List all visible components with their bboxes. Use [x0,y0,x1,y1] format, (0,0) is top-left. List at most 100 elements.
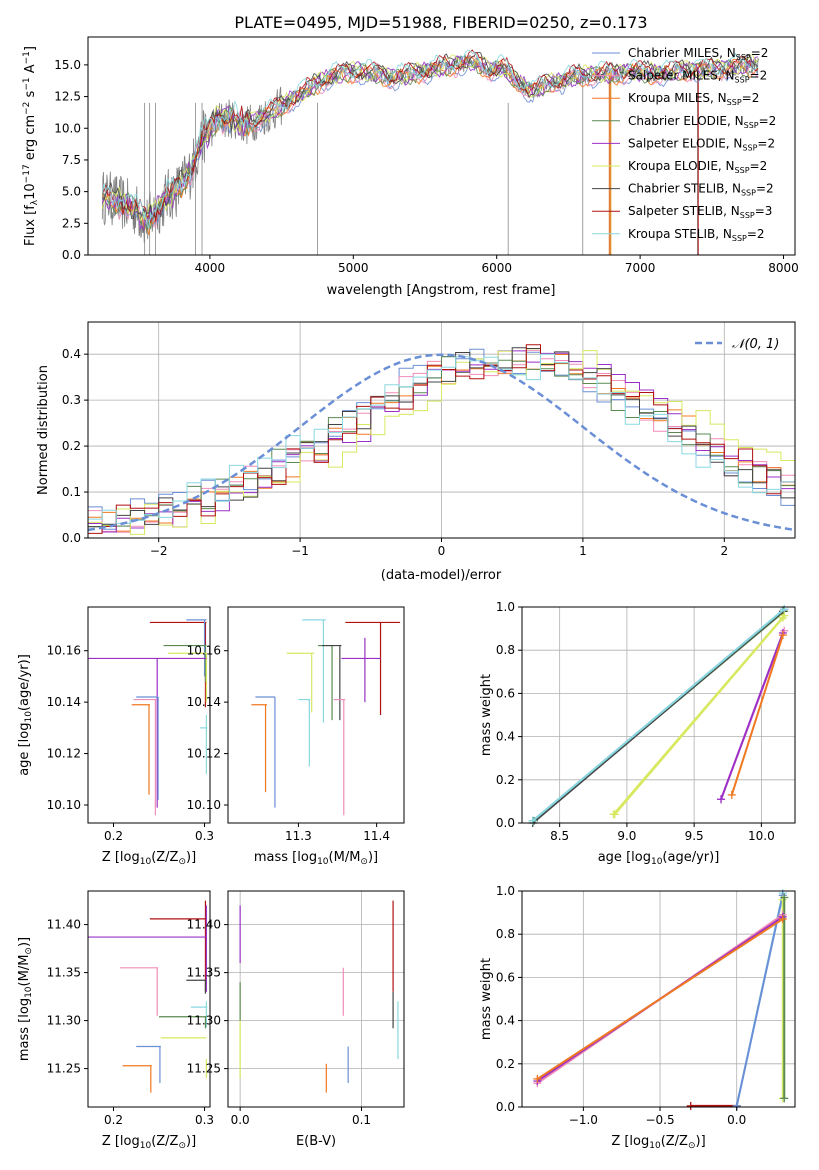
x-tick-label: −2 [150,544,168,558]
weight-line [532,608,785,822]
mass_vs_ebv-panel: 0.0 0.1 11.25 11.30 11.35 11.40 E(B-V) [187,890,405,1149]
y-tick-label: 0.8 [496,927,515,941]
weight-line [720,632,784,800]
x-tick-label: 10.0 [748,829,775,843]
x-tick-label: 1 [579,544,587,558]
x-tick-label: 0 [438,544,446,558]
panel-frame [87,606,211,824]
x-axis-label: Z [log10(Z/Z⊙)] [102,850,196,867]
model-spectrum-line [102,55,759,233]
legend-label: Chabrier STELIB, NSSP=2 [628,182,774,198]
panel-frame [521,890,796,1108]
x-tick-label: 2 [720,544,728,558]
spectrum-x-axis-label: wavelength [Angstrom, rest frame] [327,283,556,298]
y-tick-label: 7.5 [62,153,81,167]
x-tick-label: 0.0 [727,1113,746,1127]
y-tick-label: 0.4 [496,1014,515,1028]
residuals-y-ticks: 0.0 0.1 0.2 0.3 0.4 [62,347,88,545]
y-tick-label: 10.10 [47,798,81,812]
y-tick-label: 0.0 [496,816,515,830]
model-spectrum-line [101,49,759,229]
panel-frame [227,606,405,824]
x-tick-label: 7000 [625,261,656,275]
residual-histogram-line [88,353,795,524]
residuals-panel: −2 −1 0 1 2 0.0 0.1 0.2 0.3 0.4 (data-model)/err… [36,321,796,583]
gaussian-curve [87,353,796,532]
panel-frame [87,890,211,1108]
y-tick-label: 11.40 [187,918,221,932]
mass_vs_Z-panel: 0.2 0.3 11.25 11.30 11.35 11.40 Z [log10(Z/Z⊙)… [17,890,214,1151]
legend-label: Kroupa STELIB, NSSP=2 [628,227,765,243]
legend-label: Chabrier MILES, NSSP=2 [628,46,768,62]
x-axis-label: mass [log10(M/M⊙)] [254,850,378,867]
y-tick-label: 10.12 [187,747,221,761]
y-tick-label: 0.6 [496,686,515,700]
age_vs_mass-panel: 11.3 11.4 10.10 10.12 10.14 10.16 mass [log10(… [187,606,405,867]
y-tick-label: 0.0 [62,531,81,545]
x-tick-label: 8.5 [550,829,569,843]
x-tick-label: −1 [291,544,309,558]
residual-histogram-line [88,347,795,528]
residuals-y-axis-label: Normed distribution [36,365,51,495]
weight-line [536,918,784,1080]
mass_weight_vs_age-panel: 8.5 9.0 9.5 10.0 0.0 0.2 0.4 0.6 0.8 1.0 age [log1… [479,600,796,867]
y-tick-label: 10.12 [47,747,81,761]
y-tick-label: 0.8 [496,643,515,657]
y-tick-label: 10.16 [187,644,221,658]
y-tick-label: 0.1 [62,485,81,499]
residuals-legend: 𝒩(0, 1) [695,337,779,352]
y-tick-label: 0.0 [496,1100,515,1114]
y-tick-label: 0.3 [62,393,81,407]
y-tick-label: 10.14 [47,695,81,709]
x-axis-label: age [log10(age/yr)] [598,850,720,867]
spectrum-panel: PLATE=0495, MJD=51988, FIBERID=0250, z=0… [22,13,799,298]
spectrum-y-axis-label: Flux [fλ10−17 erg cm−2 s−1 A−1] [22,46,40,246]
legend-label: Salpeter ELODIE, NSSP=2 [628,136,775,152]
y-tick-label: 0.2 [496,1057,515,1071]
x-tick-label: 11.4 [363,829,390,843]
model-spectrum-line [102,49,759,224]
legend-label: Kroupa MILES, NSSP=2 [628,91,759,107]
x-tick-label: 0.2 [104,1113,123,1127]
y-tick-label: 10.14 [187,695,221,709]
age_vs_Z-panel: 0.2 0.3 10.10 10.12 10.14 10.16 Z [log10(Z/Z⊙)… [17,606,214,867]
y-tick-label: 0.2 [496,773,515,787]
x-tick-label: 8000 [768,261,799,275]
legend-label: Salpeter MILES, NSSP=2 [628,69,767,85]
legend-label: Salpeter STELIB, NSSP=3 [628,204,772,220]
x-tick-label: 0.0 [231,1113,250,1127]
panel-frame [227,890,405,1108]
parameter-panels: 0.2 0.3 10.10 10.12 10.14 10.16 Z [log10(Z/Z⊙)… [17,600,796,1151]
panel-frame [521,606,796,824]
y-tick-label: 0.2 [62,439,81,453]
x-tick-label: 11.3 [285,829,312,843]
x-tick-label: 9.5 [685,829,704,843]
y-tick-label: 0.4 [62,347,81,361]
model-spectrum-line [101,51,759,220]
legend-label: Kroupa ELODIE, NSSP=2 [628,159,767,175]
spectrum-frame [87,36,796,256]
y-tick-label: 0.6 [496,970,515,984]
residuals-x-axis-label: (data-model)/error [381,568,502,583]
y-tick-label: 5.0 [62,185,81,199]
x-axis-label: E(B-V) [296,1134,336,1149]
spectrum-legend: Chabrier MILES, NSSP=2 Salpeter MILES, NS… [592,46,776,243]
y-tick-label: 11.30 [187,1014,221,1028]
model-spectrum-line [101,55,759,232]
y-tick-label: 10.10 [187,798,221,812]
y-axis-label: mass weight [479,958,494,1040]
residuals-plot-area [87,344,796,535]
y-tick-label: 1.0 [496,884,515,898]
y-tick-label: 0.0 [62,248,81,262]
spectrum-plot-area [101,49,760,255]
x-tick-label: 9.0 [617,829,636,843]
spectrum-x-ticks: 4000 5000 6000 7000 8000 [195,255,799,275]
x-tick-label: 6000 [481,261,512,275]
y-tick-label: 10.16 [47,644,81,658]
x-tick-label: −1.0 [569,1113,598,1127]
y-tick-label: 11.40 [47,918,81,932]
y-tick-label: 1.0 [496,600,515,614]
x-tick-label: 4000 [195,261,226,275]
spectrum-y-ticks: 0.0 2.5 5.0 7.5 10.0 12.5 15.0 [54,58,88,262]
